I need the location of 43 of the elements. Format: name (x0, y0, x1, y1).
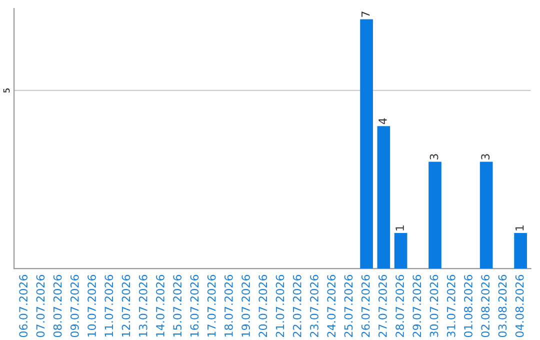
x-tick-label: 12.07.2026 (122, 274, 130, 337)
x-tick-label: 13.07.2026 (138, 274, 148, 337)
x-tick-label: 06.07.2026 (19, 274, 28, 338)
bar (377, 126, 390, 269)
bar (480, 162, 493, 269)
x-tick-label: 18.07.2026 (224, 274, 233, 337)
x-tick-label: 30.07.2026 (430, 274, 438, 337)
x-tick-label: 21.07.2026 (276, 274, 284, 337)
data-label: 1 (516, 226, 524, 230)
bar (394, 232, 408, 269)
bar (360, 19, 373, 269)
x-tick-label: 29.07.2026 (412, 274, 422, 337)
x-tick-label: 14.07.2026 (156, 274, 164, 337)
data-label: 4 (378, 118, 387, 124)
x-tick-label: 23.07.2026 (310, 274, 318, 337)
y-tick-label: 5 (3, 88, 10, 92)
x-tick-label: 19.07.2026 (242, 274, 250, 337)
x-tick-label: 17.07.2026 (207, 274, 216, 337)
x-tick-label: 02.08.2026 (481, 274, 490, 338)
x-tick-label: 07.07.2026 (36, 274, 45, 338)
x-tick-label: 31.07.2026 (446, 274, 456, 337)
x-tick-label: 16.07.2026 (190, 274, 199, 337)
x-tick-label: 11.07.2026 (104, 274, 114, 337)
data-label: 7 (362, 12, 370, 17)
x-tick-label: 04.08.2026 (515, 274, 524, 338)
x-tick-label: 25.07.2026 (344, 274, 353, 337)
x-tick-label: 20.07.2026 (258, 274, 268, 337)
x-tick-label: 28.07.2026 (396, 274, 404, 337)
bar (514, 232, 527, 269)
x-tick-label: 22.07.2026 (292, 274, 302, 337)
x-tick-label: 10.07.2026 (88, 274, 96, 337)
x-tick-label: 27.07.2026 (378, 274, 387, 337)
data-label: 3 (430, 154, 438, 160)
x-tick-label: 09.07.2026 (70, 274, 79, 338)
x-tick-label: 01.08.2026 (464, 274, 472, 338)
x-tick-label: 03.08.2026 (498, 274, 507, 338)
data-label: 3 (481, 154, 490, 160)
x-tick-label: 26.07.2026 (361, 274, 370, 337)
bar (428, 162, 442, 269)
x-tick-label: 08.07.2026 (53, 274, 62, 338)
x-tick-label: 24.07.2026 (327, 274, 336, 337)
data-label: 1 (396, 226, 404, 230)
x-tick-label: 15.07.2026 (173, 274, 182, 337)
